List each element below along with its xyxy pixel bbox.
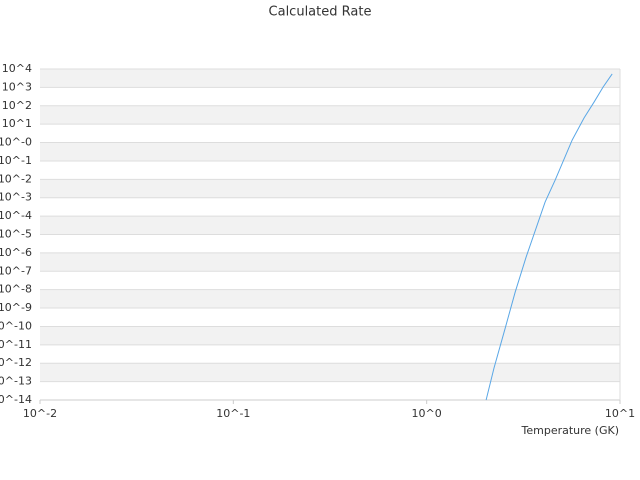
grid-band <box>40 252 620 272</box>
y-tick-label: 10^-3 <box>0 191 32 204</box>
x-tick-label: 10^-1 <box>216 407 250 420</box>
grid-band <box>40 69 620 88</box>
x-axis-label: Temperature (GK) <box>521 424 620 437</box>
y-tick-label: 10^-7 <box>0 264 32 277</box>
y-tick-label: 10^2 <box>2 99 32 112</box>
grid-band <box>40 216 620 235</box>
grid-band <box>40 363 620 382</box>
y-tick-label: 10^-6 <box>0 246 32 259</box>
y-tick-label: 10^-13 <box>0 375 32 388</box>
chart-title: Calculated Rate <box>269 5 372 20</box>
y-tick-label: 10^-8 <box>0 283 32 296</box>
y-tick-label: 10^4 <box>2 62 32 75</box>
y-tick-label: 10^-0 <box>0 136 32 149</box>
y-tick-label: 10^1 <box>2 117 32 130</box>
x-tick-label: 10^1 <box>605 407 635 420</box>
y-tick-label: 10^3 <box>2 80 32 93</box>
grid-band <box>40 289 620 309</box>
y-tick-label: 10^-2 <box>0 172 32 185</box>
y-tick-label: 10^-1 <box>0 154 32 167</box>
y-tick-label: 10^-14 <box>0 393 32 406</box>
y-tick-label: 10^-9 <box>0 301 32 314</box>
x-tick-label: 10^-2 <box>23 407 57 420</box>
y-tick-label: 10^-12 <box>0 356 32 369</box>
line-series <box>485 73 613 401</box>
y-tick-label: 10^-4 <box>0 209 32 222</box>
grid-band <box>40 179 620 198</box>
y-tick-label: 10^-11 <box>0 338 32 351</box>
grid-band <box>40 142 620 161</box>
y-tick-label: 10^-10 <box>0 319 32 332</box>
y-tick-label: 10^-5 <box>0 228 32 241</box>
grid-band <box>40 326 620 345</box>
x-tick-label: 10^0 <box>412 407 442 420</box>
grid-band <box>40 105 620 125</box>
